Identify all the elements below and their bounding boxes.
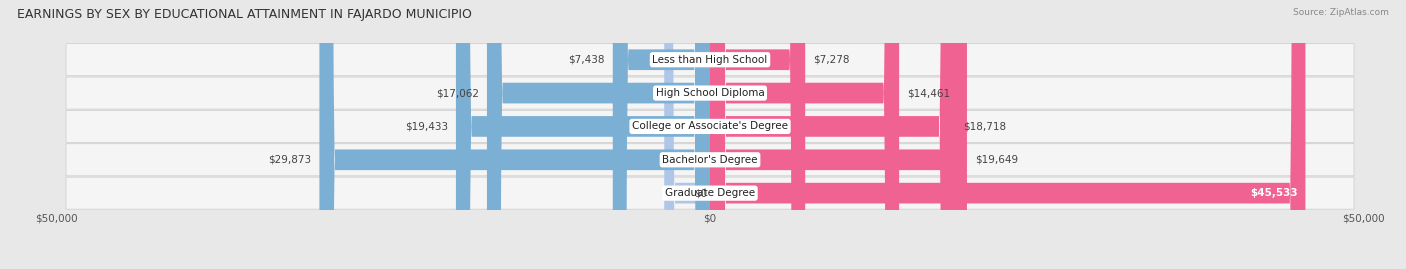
Text: $17,062: $17,062 [436, 88, 479, 98]
Text: $18,718: $18,718 [963, 121, 1005, 132]
Text: Graduate Degree: Graduate Degree [665, 188, 755, 198]
Text: High School Diploma: High School Diploma [655, 88, 765, 98]
FancyBboxPatch shape [486, 0, 710, 269]
Text: $7,438: $7,438 [568, 55, 605, 65]
Text: EARNINGS BY SEX BY EDUCATIONAL ATTAINMENT IN FAJARDO MUNICIPIO: EARNINGS BY SEX BY EDUCATIONAL ATTAINMEN… [17, 8, 472, 21]
FancyBboxPatch shape [319, 0, 710, 269]
Text: $14,461: $14,461 [907, 88, 950, 98]
FancyBboxPatch shape [710, 0, 1305, 269]
FancyBboxPatch shape [710, 0, 955, 269]
Text: $0: $0 [695, 188, 707, 198]
Text: $7,278: $7,278 [813, 55, 849, 65]
FancyBboxPatch shape [66, 44, 1354, 76]
Text: $19,433: $19,433 [405, 121, 449, 132]
FancyBboxPatch shape [66, 110, 1354, 143]
FancyBboxPatch shape [66, 77, 1354, 109]
FancyBboxPatch shape [613, 0, 710, 269]
Text: Bachelor's Degree: Bachelor's Degree [662, 155, 758, 165]
FancyBboxPatch shape [710, 0, 806, 269]
Text: College or Associate's Degree: College or Associate's Degree [633, 121, 787, 132]
FancyBboxPatch shape [664, 0, 710, 269]
Text: $29,873: $29,873 [269, 155, 312, 165]
FancyBboxPatch shape [66, 144, 1354, 176]
FancyBboxPatch shape [710, 0, 967, 269]
Text: $45,533: $45,533 [1250, 188, 1298, 198]
FancyBboxPatch shape [66, 177, 1354, 209]
Text: Less than High School: Less than High School [652, 55, 768, 65]
FancyBboxPatch shape [456, 0, 710, 269]
Text: Source: ZipAtlas.com: Source: ZipAtlas.com [1294, 8, 1389, 17]
FancyBboxPatch shape [710, 0, 898, 269]
Text: $19,649: $19,649 [974, 155, 1018, 165]
